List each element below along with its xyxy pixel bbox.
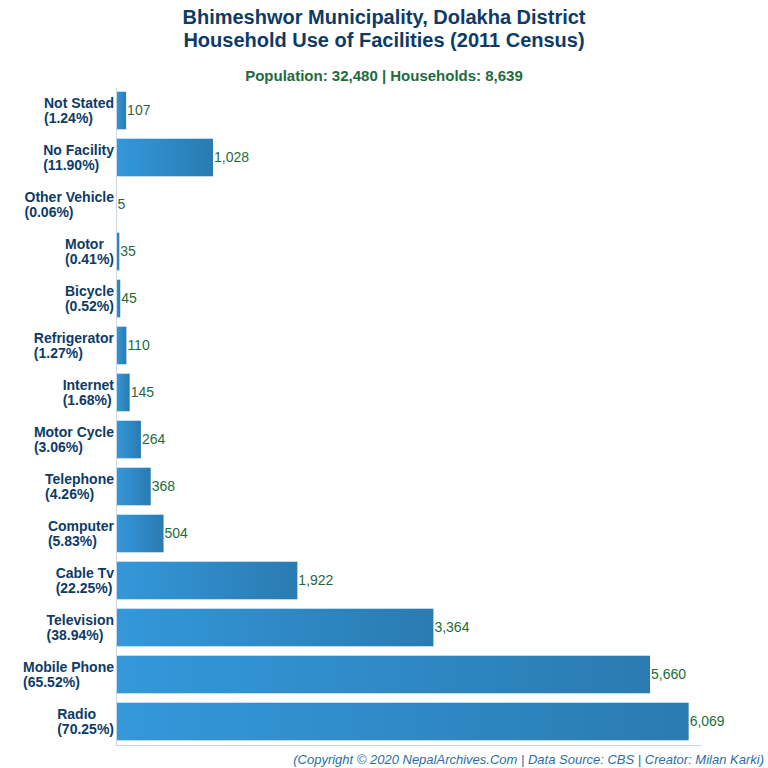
category-label-line: (0.41%) [65, 251, 114, 267]
category-label: Cable Tv(22.25%) [56, 565, 115, 596]
data-label: 264 [142, 431, 166, 447]
category-label-line: (22.25%) [56, 580, 113, 596]
data-label: 504 [165, 525, 189, 541]
y-tick: Cable Tv(22.25%) [56, 565, 115, 596]
title-line: Bhimeshwor Municipality, Dolakha Distric… [182, 6, 585, 28]
category-label-line: (38.94%) [47, 627, 104, 643]
y-tick: Refrigerator(1.27%) [34, 330, 115, 361]
bar [116, 327, 126, 365]
x-axis-line [117, 745, 702, 746]
y-tick: Not Stated(1.24%) [44, 95, 114, 126]
bar [116, 92, 126, 130]
category-label: Mobile Phone(65.52%) [23, 659, 114, 690]
y-tick: Computer(5.83%) [48, 518, 115, 549]
category-label: Bicycle(0.52%) [65, 283, 114, 314]
category-label-line: (1.68%) [63, 392, 112, 408]
y-tick: Other Vehicle(0.06%) [25, 189, 115, 220]
caption: (Copyright © 2020 NepalArchives.Com | Da… [293, 752, 764, 767]
data-label: 3,364 [434, 619, 469, 635]
category-label: Motor(0.41%) [65, 236, 114, 267]
category-label: Telephone(4.26%) [45, 471, 114, 502]
title: Bhimeshwor Municipality, Dolakha Distric… [182, 6, 585, 51]
bar [116, 139, 213, 177]
category-label-line: (0.52%) [65, 298, 114, 314]
bar [116, 562, 297, 600]
y-tick: Motor Cycle(3.06%) [34, 424, 114, 455]
category-label-line: (65.52%) [23, 674, 80, 690]
bar [116, 703, 689, 741]
x-axis [117, 745, 702, 746]
bar [116, 656, 650, 694]
category-label-line: Radio [57, 706, 96, 722]
bar [116, 609, 433, 647]
category-label-line: Motor [65, 236, 104, 252]
data-label: 45 [121, 290, 137, 306]
category-label-line: (4.26%) [45, 486, 94, 502]
y-tick: Mobile Phone(65.52%) [23, 659, 114, 690]
category-label-line: Not Stated [44, 95, 114, 111]
category-label-line: Computer [48, 518, 115, 534]
y-tick: Internet(1.68%) [63, 377, 115, 408]
category-label-line: (5.83%) [48, 533, 97, 549]
data-label: 1,922 [298, 572, 333, 588]
data-label: 5,660 [651, 666, 686, 682]
category-label-line: (1.24%) [44, 110, 93, 126]
bar [116, 374, 130, 412]
bar [116, 468, 151, 506]
y-tick: Telephone(4.26%) [45, 471, 114, 502]
category-label: Other Vehicle(0.06%) [25, 189, 115, 220]
data-label: 6,069 [690, 713, 725, 729]
data-label: 1,028 [214, 149, 249, 165]
category-label-line: Bicycle [65, 283, 114, 299]
data-label: 368 [152, 478, 176, 494]
data-labels: 107 1,028 5 35 45 110 145 264 368 504 1,922 3,364 5,… [117, 102, 724, 729]
category-label: No Facility(11.90%) [43, 142, 114, 173]
category-label-line: (11.90%) [43, 157, 99, 173]
bars [116, 92, 689, 741]
y-axis-line [116, 88, 117, 746]
y-tick: Radio(70.25%) [57, 706, 114, 737]
data-label: 5 [117, 196, 125, 212]
category-label-line: Refrigerator [34, 330, 115, 346]
category-label-line: (0.06%) [25, 204, 74, 220]
category-label-line: No Facility [43, 142, 114, 158]
subtitle: Population: 32,480 | Households: 8,639 [245, 67, 523, 84]
category-label-line: Television [47, 612, 114, 628]
category-label-line: Motor Cycle [34, 424, 114, 440]
category-label: Refrigerator(1.27%) [34, 330, 115, 361]
category-label-line: Internet [63, 377, 115, 393]
category-label: Internet(1.68%) [63, 377, 115, 408]
category-label: Television(38.94%) [47, 612, 114, 643]
category-label-line: Telephone [45, 471, 114, 487]
bar [116, 515, 164, 553]
category-label: Not Stated(1.24%) [44, 95, 114, 126]
y-tick: Bicycle(0.52%) [65, 283, 114, 314]
category-label-line: (1.27%) [34, 345, 83, 361]
data-label: 145 [131, 384, 155, 400]
category-label: Radio(70.25%) [57, 706, 114, 737]
title-line: Household Use of Facilities (2011 Census… [183, 29, 584, 51]
y-axis: Not Stated(1.24%) No Facility(11.90%) Othe… [23, 88, 117, 746]
category-label-line: Other Vehicle [25, 189, 115, 205]
category-label-line: (70.25%) [57, 721, 114, 737]
category-label: Computer(5.83%) [48, 518, 115, 549]
y-tick: Motor(0.41%) [65, 236, 114, 267]
category-label: Motor Cycle(3.06%) [34, 424, 114, 455]
data-label: 110 [127, 337, 150, 353]
y-tick: Television(38.94%) [47, 612, 114, 643]
category-label-line: Mobile Phone [23, 659, 114, 675]
category-label-line: (3.06%) [34, 439, 83, 455]
y-tick: No Facility(11.90%) [43, 142, 114, 173]
data-label: 35 [120, 243, 136, 259]
data-label: 107 [127, 102, 151, 118]
category-label-line: Cable Tv [56, 565, 115, 581]
bar [116, 421, 141, 459]
